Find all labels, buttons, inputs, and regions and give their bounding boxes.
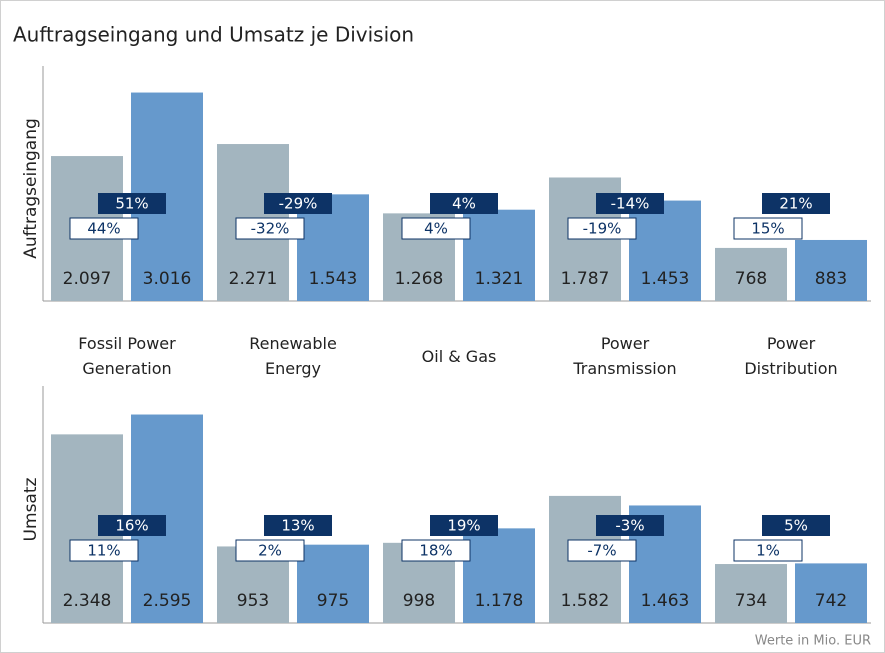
comparable-change: -7% xyxy=(587,542,616,560)
nominal-box xyxy=(762,515,830,536)
comparable-change: -19% xyxy=(583,220,622,238)
value-label: 1.787 xyxy=(561,269,610,289)
value-label: 742 xyxy=(815,591,847,611)
footnote: Werte in Mio. EUR xyxy=(755,634,871,649)
comparable-box xyxy=(235,539,305,562)
comparable-box xyxy=(401,539,471,562)
y-axis-label: Umsatz xyxy=(21,477,41,541)
value-label: 1.178 xyxy=(475,591,524,611)
value-label: 3.016 xyxy=(143,269,192,289)
value-label: 975 xyxy=(317,591,349,611)
value-label: 1.543 xyxy=(309,269,358,289)
nominal-box xyxy=(596,515,664,536)
x-tick-label: Fossil Power Generation xyxy=(78,334,176,378)
value-label: 998 xyxy=(403,591,435,611)
comparable-change: 15% xyxy=(751,220,784,238)
nominal-box xyxy=(430,515,498,536)
value-label: 1.268 xyxy=(395,269,444,289)
comparable-box xyxy=(733,539,803,562)
bar xyxy=(715,247,787,301)
value-label: 1.582 xyxy=(561,591,610,611)
y-axis-label: Auftragseingang xyxy=(21,118,41,259)
comparable-change: 4% xyxy=(424,220,448,238)
nominal-box xyxy=(762,193,830,214)
comparable-box xyxy=(733,217,803,240)
nominal-change: -3% xyxy=(615,517,644,535)
comparable-change: 1% xyxy=(756,542,780,560)
x-tick-label: Renewable Energy xyxy=(249,334,337,378)
comparable-box xyxy=(69,217,139,240)
value-label: 768 xyxy=(735,269,767,289)
bar xyxy=(715,564,787,623)
comparable-change: 18% xyxy=(419,542,452,560)
comparable-change: 2% xyxy=(258,542,282,560)
value-label: 2.271 xyxy=(229,269,278,289)
value-label: 1.453 xyxy=(641,269,690,289)
nominal-change: 16% xyxy=(115,517,148,535)
nominal-change: 21% xyxy=(779,195,812,213)
comparable-change: 44% xyxy=(87,220,120,238)
value-label: 734 xyxy=(735,591,767,611)
comparable-change: 11% xyxy=(87,542,120,560)
nominal-change: 19% xyxy=(447,517,480,535)
chart-title: Auftragseingang und Umsatz je Division xyxy=(13,23,414,47)
nominal-box xyxy=(264,193,332,214)
value-label: 1.321 xyxy=(475,269,524,289)
comparable-box xyxy=(69,539,139,562)
bar xyxy=(795,563,867,623)
value-label: 2.348 xyxy=(63,591,112,611)
bar xyxy=(463,528,535,623)
value-label: 2.595 xyxy=(143,591,192,611)
comparable-box xyxy=(235,217,305,240)
comparable-box xyxy=(401,217,471,240)
nominal-change: -29% xyxy=(279,195,318,213)
nominal-change: 4% xyxy=(452,195,476,213)
comparable-box xyxy=(567,217,637,240)
value-label: 1.463 xyxy=(641,591,690,611)
value-label: 2.097 xyxy=(63,269,112,289)
nominal-change: 5% xyxy=(784,517,808,535)
nominal-box xyxy=(596,193,664,214)
nominal-box xyxy=(98,193,166,214)
bar xyxy=(629,200,701,301)
bar xyxy=(463,209,535,301)
x-tick-label: Power Transmission xyxy=(573,334,677,378)
bar xyxy=(795,239,867,301)
comparable-change: -32% xyxy=(251,220,290,238)
x-tick-label: Oil & Gas xyxy=(421,346,497,366)
comparable-box xyxy=(567,539,637,562)
nominal-box xyxy=(430,193,498,214)
value-label: 883 xyxy=(815,269,847,289)
bar xyxy=(297,544,369,623)
nominal-change: 13% xyxy=(281,517,314,535)
value-label: 953 xyxy=(237,591,269,611)
x-tick-label: Power Distribution xyxy=(744,334,838,378)
nominal-box xyxy=(98,515,166,536)
nominal-change: -14% xyxy=(611,195,650,213)
nominal-box xyxy=(264,515,332,536)
nominal-change: 51% xyxy=(115,195,148,213)
